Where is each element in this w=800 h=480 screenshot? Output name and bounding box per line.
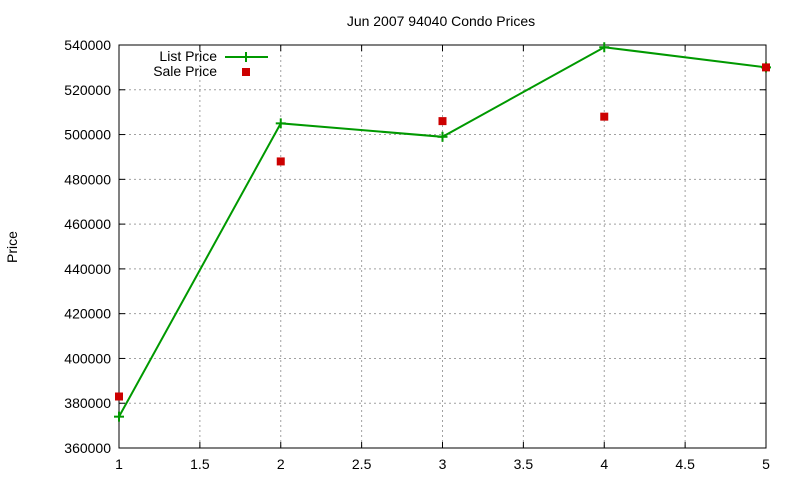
legend-sample-list-price bbox=[225, 52, 268, 62]
sale-price-point bbox=[762, 63, 770, 72]
y-tick-label: 360000 bbox=[64, 440, 111, 456]
legend-label-list-price: List Price bbox=[159, 48, 217, 64]
x-tick-label: 2 bbox=[277, 456, 285, 472]
sale-price-point bbox=[115, 392, 123, 401]
data-series bbox=[114, 42, 771, 422]
list-price-point bbox=[114, 411, 124, 422]
x-tick-label: 1.5 bbox=[190, 456, 210, 472]
x-tick-label: 3.5 bbox=[514, 456, 534, 472]
legend-sample-sale-price bbox=[242, 68, 250, 76]
legend-label-sale-price: Sale Price bbox=[153, 63, 217, 79]
y-tick-label: 540000 bbox=[64, 37, 111, 53]
y-tick-label: 400000 bbox=[64, 350, 111, 366]
list-price-point bbox=[437, 131, 448, 142]
plot-border bbox=[118, 44, 767, 449]
sale-price-point bbox=[600, 112, 609, 121]
legend-square bbox=[242, 68, 250, 76]
list-price-point bbox=[275, 118, 286, 129]
chart-title: Jun 2007 94040 Condo Prices bbox=[347, 13, 535, 29]
y-tick-label: 420000 bbox=[64, 306, 111, 322]
x-tick-label: 1 bbox=[115, 456, 123, 472]
y-tick-label: 460000 bbox=[64, 216, 111, 232]
y-tick-label: 380000 bbox=[64, 395, 111, 411]
y-tick-label: 440000 bbox=[64, 261, 111, 277]
x-tick-label: 2.5 bbox=[352, 456, 372, 472]
axis-ticks: 360000 380000 400000 420000 440000 460000 4800… bbox=[64, 37, 770, 472]
y-tick-label: 520000 bbox=[64, 82, 111, 98]
list-price-point bbox=[599, 42, 610, 53]
sale-price-point bbox=[438, 117, 447, 126]
y-axis-label: Price bbox=[4, 231, 20, 263]
y-tick-label: 480000 bbox=[64, 171, 111, 187]
sale-price-point bbox=[276, 157, 285, 166]
gridlines bbox=[119, 45, 766, 448]
legend: List Price Sale Price bbox=[153, 48, 268, 79]
x-tick-label: 3 bbox=[439, 456, 447, 472]
x-tick-label: 4 bbox=[600, 456, 608, 472]
x-tick-label: 4.5 bbox=[675, 456, 695, 472]
y-tick-label: 500000 bbox=[64, 127, 111, 143]
x-tick-label: 5 bbox=[762, 456, 770, 472]
